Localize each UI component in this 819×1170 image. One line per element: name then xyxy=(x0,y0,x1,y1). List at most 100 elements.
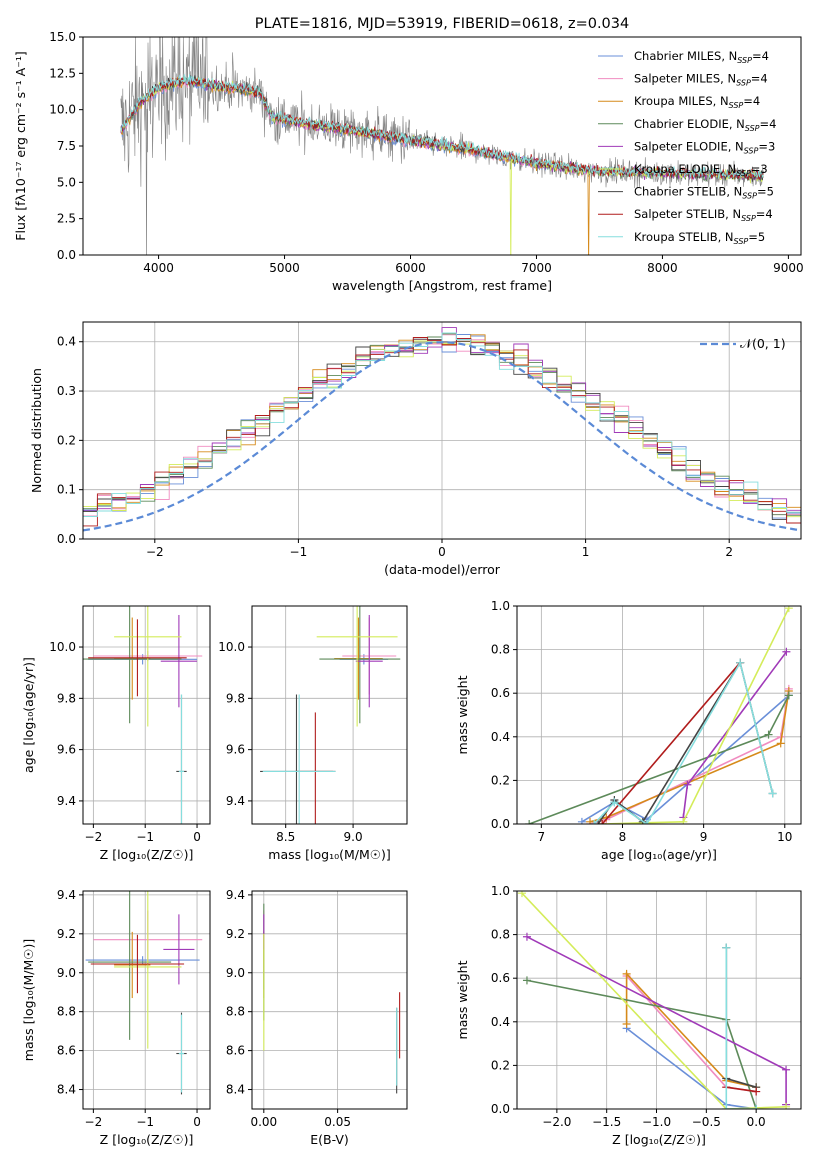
y-tick-label: 0.1 xyxy=(57,483,76,497)
model-spectrum-line xyxy=(120,74,764,180)
legend-label: Salpeter MILES, NSSP=4 xyxy=(634,72,768,88)
y-tick-label: 10.0 xyxy=(218,640,245,654)
y-tick-label: 0.0 xyxy=(491,1102,510,1116)
weight-marker xyxy=(586,817,595,824)
weight-marker xyxy=(752,1087,761,1096)
panel-7: 0.00 0.05 8.4 8.6 8.8 9.0 9.2 9.4 E(B-V) xyxy=(226,888,408,1147)
error-bar-point xyxy=(163,914,195,985)
error-bar-point xyxy=(88,891,172,1040)
weight-line xyxy=(581,694,790,823)
weight-line xyxy=(726,1086,757,1093)
y-tick-label: 0.6 xyxy=(491,686,510,700)
axes-frame xyxy=(251,890,408,1110)
weight-marker xyxy=(722,1105,731,1109)
weight-line xyxy=(725,947,757,1109)
legend: Chabrier MILES, NSSP=4 Salpeter MILES, NS… xyxy=(598,49,776,246)
plot-area xyxy=(85,891,203,1095)
plot-area xyxy=(83,606,203,824)
y-tick-label: 9.4 xyxy=(57,794,76,808)
y-tick-label: 9.0 xyxy=(57,966,76,980)
weight-marker xyxy=(768,789,777,798)
y-tick-label: 1.0 xyxy=(491,884,510,898)
panel-2: −2 −1 0 1 2 0.0 0.1 0.2 0.3 0.4 (data-model)/error… xyxy=(29,321,802,577)
x-tick-label: −2 xyxy=(85,1115,103,1129)
y-tick-label: 2.5 xyxy=(57,212,76,226)
x-tick-label: 7000 xyxy=(521,261,552,275)
weight-marker xyxy=(622,1019,631,1028)
y-axis-label: mass [log₁₀(M/M☉)] xyxy=(21,939,36,1061)
plot-area xyxy=(263,903,401,1094)
x-tick-label: −2 xyxy=(85,830,103,844)
y-tick-label: 0.8 xyxy=(491,928,510,942)
weight-line xyxy=(521,892,787,1109)
x-tick-label: 6000 xyxy=(395,261,426,275)
weight-marker xyxy=(736,658,745,667)
y-tick-label: 8.6 xyxy=(226,1044,245,1058)
legend-label: Kroupa MILES, NSSP=4 xyxy=(634,94,760,110)
x-tick-label: 5000 xyxy=(269,261,300,275)
y-tick-label: 0.4 xyxy=(57,335,76,349)
weight-marker xyxy=(590,820,599,824)
x-axis-label: Z [log₁₀(Z/Z☉)] xyxy=(100,847,194,862)
weight-line xyxy=(626,975,757,1093)
legend-label: Chabrier ELODIE, NSSP=4 xyxy=(634,117,776,133)
plot-area xyxy=(525,606,793,824)
weight-marker xyxy=(577,817,586,824)
y-tick-label: 0.4 xyxy=(491,1015,510,1029)
legend-label: Kroupa STELIB, NSSP=5 xyxy=(634,230,765,246)
y-tick-label: 0.2 xyxy=(491,773,510,787)
error-bar-point xyxy=(114,891,182,1049)
weight-marker xyxy=(522,976,531,985)
weight-line xyxy=(593,660,774,824)
y-tick-label: 10.0 xyxy=(49,640,76,654)
error-bar-point xyxy=(114,931,151,999)
axes-frame xyxy=(516,890,802,1110)
panel-1: 4000 5000 6000 7000 8000 9000 0.0 2.5 5.0 7.5 10.0… xyxy=(13,30,804,293)
x-tick-label: 10 xyxy=(777,830,792,844)
chart-title: PLATE=1816, MJD=53919, FIBERID=0618, z=0… xyxy=(255,16,629,32)
error-bar-point xyxy=(262,694,336,824)
axes-frame xyxy=(251,605,408,825)
axes-frame xyxy=(82,605,211,825)
y-tick-label: 5.0 xyxy=(57,175,76,189)
panel-6: −2 −1 0 8.4 8.6 8.8 9.0 9.2 9.4 Z [log₁₀(Z/Z☉)] ma… xyxy=(21,888,211,1147)
plot-area xyxy=(83,327,801,532)
x-tick-label: 9 xyxy=(700,830,708,844)
error-bar-point xyxy=(90,934,185,994)
y-tick-label: 8.4 xyxy=(226,1083,245,1097)
weight-marker xyxy=(594,820,603,824)
weight-marker xyxy=(784,606,793,613)
y-tick-label: 0.6 xyxy=(491,971,510,985)
x-tick-label: −2.0 xyxy=(542,1115,571,1129)
x-tick-label: 0 xyxy=(193,1115,201,1129)
weight-marker xyxy=(598,820,607,824)
y-tick-label: 8.8 xyxy=(57,1005,76,1019)
y-tick-label: 8.6 xyxy=(57,1044,76,1058)
y-axis-label: mass weight xyxy=(455,960,470,1039)
error-bar-point xyxy=(178,694,185,824)
plot-area xyxy=(120,37,764,255)
weight-line xyxy=(601,662,741,824)
y-tick-label: 0.0 xyxy=(57,532,76,546)
x-tick-label: 7 xyxy=(538,830,546,844)
y-axis-label: mass weight xyxy=(455,675,470,754)
legend-label: Salpeter ELODIE, NSSP=3 xyxy=(634,139,775,155)
y-tick-label: 1.0 xyxy=(491,599,510,613)
x-tick-label: 9.0 xyxy=(344,830,363,844)
y-tick-label: 9.6 xyxy=(57,743,76,757)
panel-8: −2.0 −1.5 −1.0 −0.5 0.0 0.0 0.2 0.4 0.6 0.8 1.0 Z [… xyxy=(455,884,802,1147)
x-tick-label: 0 xyxy=(438,545,446,559)
error-bar-point xyxy=(85,956,200,964)
error-bar-point xyxy=(114,606,182,727)
weight-marker xyxy=(622,969,631,978)
weight-marker xyxy=(722,943,731,952)
y-tick-label: 9.4 xyxy=(226,888,245,902)
x-tick-label: 8 xyxy=(619,830,627,844)
x-axis-label: wavelength [Angstrom, rest frame] xyxy=(332,278,552,293)
plot-area xyxy=(517,891,791,1109)
x-tick-label: 0.05 xyxy=(324,1115,351,1129)
x-axis-label: Z [log₁₀(Z/Z☉)] xyxy=(100,1132,194,1147)
y-tick-label: 12.5 xyxy=(49,66,76,80)
x-tick-label: 9000 xyxy=(773,261,804,275)
y-tick-label: 9.4 xyxy=(57,888,76,902)
